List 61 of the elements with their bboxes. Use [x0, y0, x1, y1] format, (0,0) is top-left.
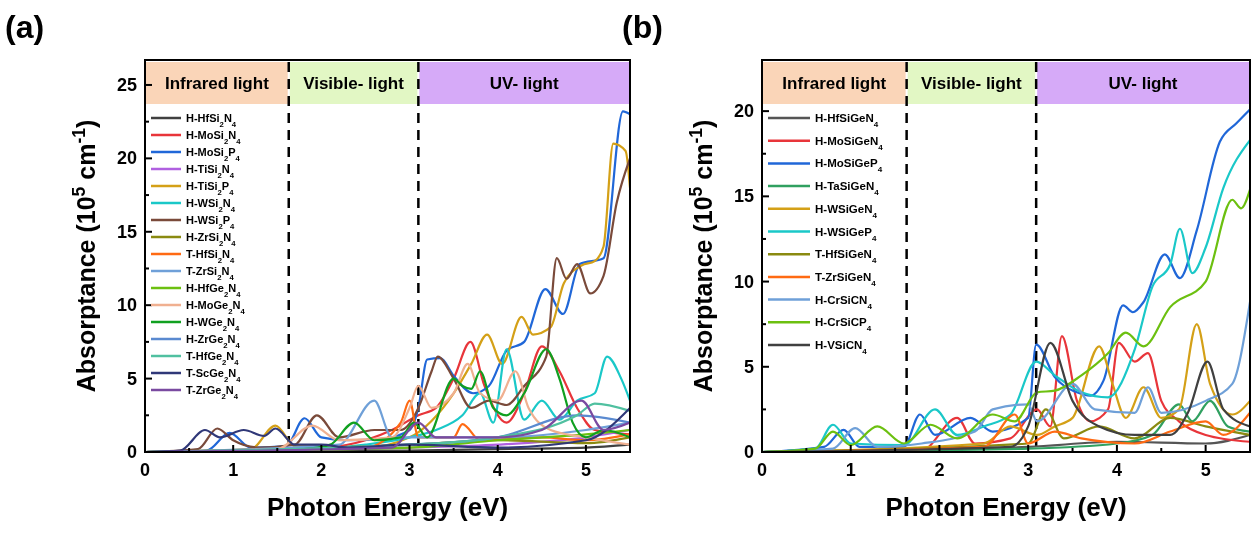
legend-label: H-ZrGe$_{2}$N$_{4}$ — [186, 333, 241, 350]
band-label: UV- light — [1108, 74, 1178, 93]
x-tick-label: 4 — [492, 460, 503, 480]
x-tick-label: 1 — [845, 460, 856, 480]
legend-label: H-WSi$_{2}$N$_{4}$ — [186, 197, 236, 214]
legend-label: T-ZrSiGeN$_{4}$ — [815, 270, 877, 288]
y-tick-label: 10 — [116, 295, 137, 316]
legend-label: H-MoSi$_{2}$P$_{4}$ — [186, 146, 241, 163]
y-tick-label: 5 — [126, 368, 137, 389]
legend-label: T-HfSiGeN$_{4}$ — [815, 248, 877, 265]
band-label: UV- light — [489, 74, 559, 93]
legend-label: H-CrSiCN$_{4}$ — [815, 293, 873, 311]
legend-label: H-TiSi$_{2}$N$_{4}$ — [186, 163, 235, 180]
legend-label: H-HfSiGeN$_{4}$ — [815, 112, 879, 129]
legend-label: H-WSiGeP$_{4}$ — [815, 225, 877, 242]
legend-label: H-TiSi$_{2}$P$_{4}$ — [186, 180, 235, 197]
x-tick-label: 4 — [1111, 460, 1122, 480]
legend-label: T-HfGe$_{2}$N$_{4}$ — [186, 350, 240, 367]
y-tick-label: 15 — [116, 221, 137, 242]
x-tick-label: 3 — [404, 460, 415, 480]
x-axis-title: Photon Energy (eV) — [266, 492, 509, 522]
x-tick-label: 0 — [756, 460, 768, 480]
legend-label: H-WSiGeN$_{4}$ — [815, 202, 878, 220]
chart-title: (a) — [5, 9, 45, 45]
y-tick-label: 20 — [116, 148, 137, 169]
legend-label: H-WGe$_{2}$N$_{4}$ — [186, 316, 240, 333]
y-tick-label: 10 — [733, 271, 754, 292]
legend-label: H-MoSi$_{2}$N$_{4}$ — [186, 129, 242, 146]
legend-label: H-WSi$_{2}$P$_{4}$ — [186, 214, 236, 231]
x-tick-label: 5 — [1200, 460, 1211, 480]
x-tick-label: 2 — [934, 460, 945, 480]
y-tick-label: 5 — [743, 356, 754, 377]
x-axis-title: Photon Energy (eV) — [885, 492, 1127, 522]
x-tick-label: 3 — [1023, 460, 1034, 480]
x-tick-label: 1 — [228, 460, 239, 480]
legend-label: T-ZrSi$_{2}$N$_{4}$ — [186, 265, 235, 282]
y-tick-label: 25 — [116, 74, 137, 95]
band-label: Visible- light — [303, 74, 405, 93]
x-tick-label: 5 — [580, 460, 591, 480]
y-tick-label: 15 — [733, 186, 754, 207]
chart-title: (b) — [622, 9, 663, 45]
band-label: Visible- light — [921, 74, 1023, 93]
band-label: Infrared light — [782, 74, 887, 93]
legend-label: T-ScGe$_{2}$N$_{4}$ — [186, 367, 242, 384]
legend-label: H-MoSiGeN$_{4}$ — [815, 134, 884, 152]
legend-label: H-MoSiGeP$_{4}$ — [815, 157, 883, 174]
legend-label: T-ZrGe$_{2}$N$_{4}$ — [186, 384, 239, 401]
y-tick-label: 0 — [743, 442, 754, 462]
x-tick-label: 0 — [139, 460, 151, 480]
legend-label: H-HfSi$_{2}$N$_{4}$ — [186, 112, 237, 129]
y-tick-label: 0 — [126, 442, 137, 462]
y-tick-label: 20 — [733, 101, 754, 122]
legend-label: T-HfSi$_{2}$N$_{4}$ — [186, 248, 236, 265]
band-label: Infrared light — [164, 74, 270, 93]
legend-label: H-VSiCN$_{4}$ — [815, 339, 868, 356]
legend-label: H-CrSiCP$_{4}$ — [815, 316, 872, 333]
legend-label: H-MoGe$_{2}$N$_{4}$ — [186, 299, 246, 316]
legend-label: H-TaSiGeN$_{4}$ — [815, 180, 880, 197]
x-tick-label: 2 — [316, 460, 327, 480]
legend-label: H-HfGe$_{2}$N$_{4}$ — [186, 282, 242, 299]
legend-label: H-ZrSi$_{2}$N$_{4}$ — [186, 231, 237, 248]
